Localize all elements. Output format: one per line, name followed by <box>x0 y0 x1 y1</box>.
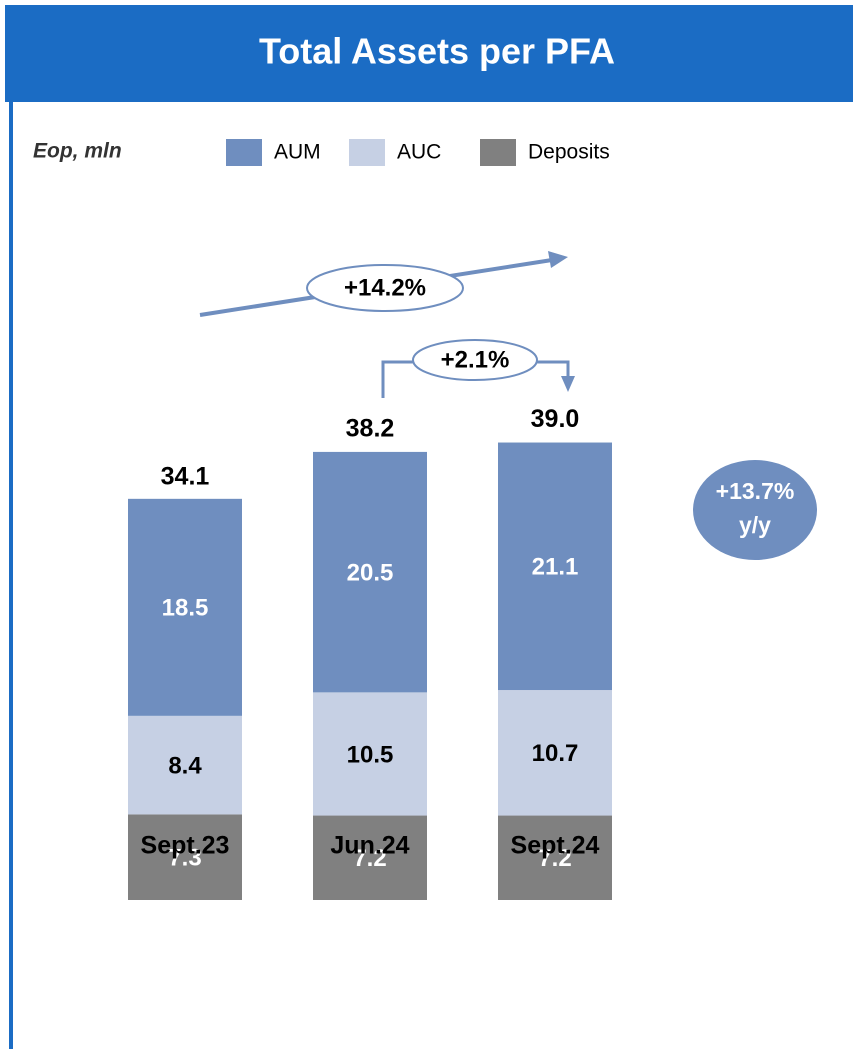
legend-swatch <box>226 139 262 166</box>
aum-bubble <box>693 460 817 560</box>
bar-segment <box>128 814 242 900</box>
segment-label: 20.5 <box>347 559 394 586</box>
segment-label: 21.1 <box>532 554 579 581</box>
arrow-head <box>561 376 575 392</box>
x-tick-label: Jun.24 <box>330 832 409 860</box>
segment-label: 18.5 <box>162 595 209 622</box>
legend-label: AUM <box>274 141 321 164</box>
legend-swatch <box>349 139 385 166</box>
aum-growth-label: y/y <box>739 512 771 538</box>
aum-growth-label: +13.7% <box>716 478 795 504</box>
total-label: 39.0 <box>531 405 580 433</box>
chart-title: Total Assets per PFA <box>259 31 615 72</box>
segment-label: 10.7 <box>532 740 579 767</box>
growth-label: +14.2% <box>344 274 426 301</box>
legend-swatch <box>480 139 516 166</box>
arrow-head <box>548 251 568 268</box>
bar-segment <box>128 715 242 815</box>
header-bar <box>5 5 853 98</box>
bar-segment <box>498 815 612 900</box>
segment-label: 8.4 <box>168 752 202 779</box>
segment-label: 10.5 <box>347 741 394 768</box>
bar-segment <box>498 442 612 691</box>
bar-segment <box>128 498 242 716</box>
growth-bubble <box>306 264 464 312</box>
legend-label: AUC <box>397 141 441 164</box>
bar-segment <box>313 692 427 816</box>
bar-segment <box>313 451 427 693</box>
x-tick-label: Sept.23 <box>141 832 230 860</box>
total-label: 34.1 <box>161 463 210 491</box>
segment-label: 7.2 <box>353 845 386 872</box>
legend-label: Deposits <box>528 141 610 164</box>
segment-label: 7.3 <box>168 845 201 872</box>
x-tick-label: Sept.24 <box>511 832 600 860</box>
growth-label: +2.1% <box>441 346 510 373</box>
bar-segment <box>313 815 427 900</box>
bar-segment <box>498 690 612 816</box>
total-label: 38.2 <box>346 415 395 443</box>
unit-label: Eop, mln <box>33 140 122 163</box>
segment-label: 7.2 <box>538 845 571 872</box>
growth-bubble <box>412 339 538 381</box>
